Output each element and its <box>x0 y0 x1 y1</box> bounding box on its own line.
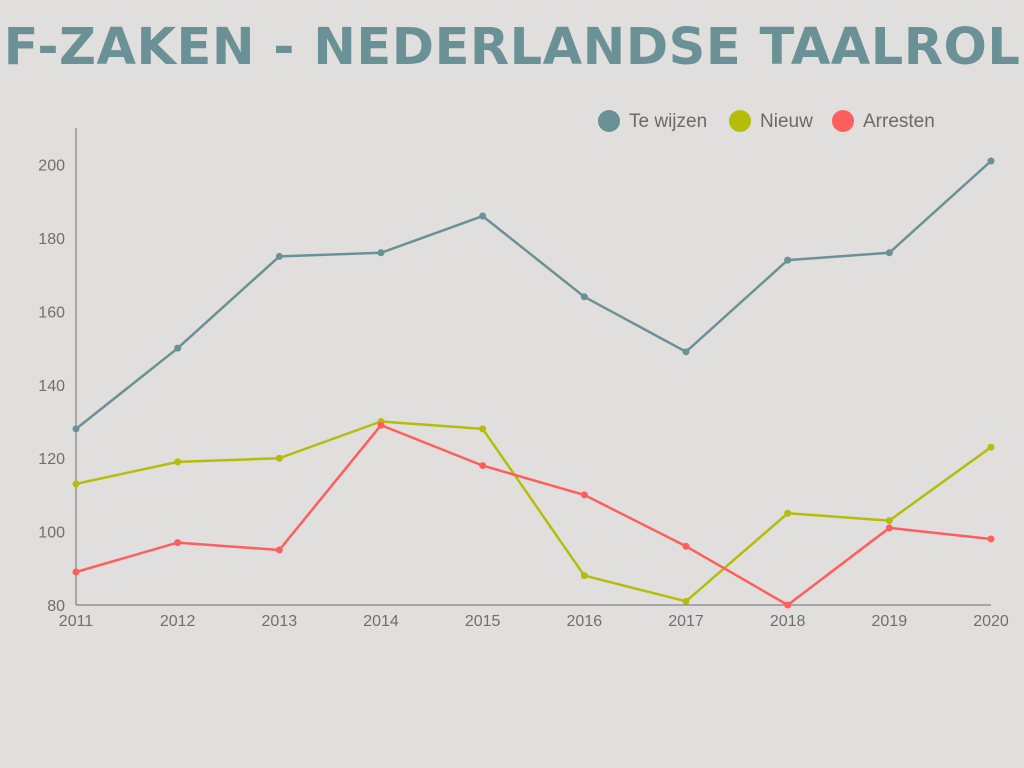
data-point-te-wijzen <box>174 344 182 352</box>
x-tick-label: 2011 <box>59 613 94 630</box>
data-point-nieuw <box>72 480 80 488</box>
legend-marker-nieuw <box>729 110 751 132</box>
data-point-te-wijzen <box>987 157 995 165</box>
axes: 80 100 120 140 160 180 200 2011 2012 2013 2014 2015… <box>38 128 1009 630</box>
data-point-nieuw <box>580 572 588 580</box>
data-point-nieuw <box>275 454 283 462</box>
series-points <box>72 157 995 609</box>
data-point-arresten <box>784 601 792 609</box>
data-point-nieuw <box>682 597 690 605</box>
legend-marker-te-wijzen <box>598 110 620 132</box>
x-tick-label: 2019 <box>872 613 908 630</box>
data-point-nieuw <box>174 458 182 466</box>
chart-title: F-ZAKEN - NEDERLANDSE TAALROL <box>3 18 1021 77</box>
y-tick-label: 80 <box>47 598 65 615</box>
x-tick-label: 2017 <box>668 613 704 630</box>
data-point-arresten <box>479 462 487 470</box>
legend: Te wijzen Nieuw Arresten <box>598 110 935 132</box>
data-point-nieuw <box>479 425 487 433</box>
legend-label-te-wijzen: Te wijzen <box>629 111 707 132</box>
x-tick-label: 2013 <box>262 613 298 630</box>
y-tick-label: 140 <box>38 378 65 395</box>
data-point-te-wijzen <box>784 256 792 264</box>
data-point-te-wijzen <box>72 425 80 433</box>
data-point-arresten <box>72 568 80 576</box>
y-tick-label: 120 <box>38 451 65 468</box>
data-point-te-wijzen <box>275 252 283 260</box>
x-tick-label: 2014 <box>363 613 399 630</box>
legend-marker-arresten <box>832 110 854 132</box>
x-tick-label: 2020 <box>973 613 1009 630</box>
y-tick-label: 180 <box>38 231 65 248</box>
data-point-te-wijzen <box>580 293 588 301</box>
data-point-te-wijzen <box>377 249 385 257</box>
x-tick-label: 2015 <box>465 613 501 630</box>
series-lines <box>75 160 992 607</box>
y-tick-label: 160 <box>38 304 65 321</box>
data-point-arresten <box>885 524 893 532</box>
data-point-arresten <box>682 542 690 550</box>
data-point-nieuw <box>784 509 792 517</box>
y-tick-label: 200 <box>38 158 65 175</box>
series-line-arresten <box>75 423 992 607</box>
data-point-nieuw <box>885 517 893 525</box>
legend-label-nieuw: Nieuw <box>760 111 813 132</box>
x-tick-label: 2016 <box>567 613 603 630</box>
data-point-te-wijzen <box>885 249 893 257</box>
data-point-arresten <box>987 535 995 543</box>
series-line-nieuw <box>75 420 992 603</box>
data-point-arresten <box>580 491 588 499</box>
data-point-arresten <box>275 546 283 554</box>
data-point-arresten <box>377 421 385 429</box>
legend-label-arresten: Arresten <box>863 111 935 132</box>
data-point-nieuw <box>987 443 995 451</box>
x-tick-label: 2012 <box>160 613 196 630</box>
data-point-te-wijzen <box>479 212 487 220</box>
y-tick-label: 100 <box>38 525 65 542</box>
series-line-te-wijzen <box>75 160 992 430</box>
data-point-arresten <box>174 539 182 547</box>
data-point-te-wijzen <box>682 348 690 356</box>
x-tick-label: 2018 <box>770 613 806 630</box>
